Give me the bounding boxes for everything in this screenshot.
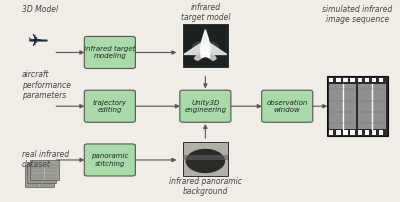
Bar (329, 130, 334, 135)
Bar (343, 78, 348, 82)
FancyBboxPatch shape (84, 36, 135, 68)
Bar (350, 78, 355, 82)
Text: infrared
target model: infrared target model (181, 3, 230, 22)
Bar (358, 78, 362, 82)
Bar (30, 160, 59, 180)
Text: 3D Model: 3D Model (22, 5, 58, 14)
Bar (329, 84, 356, 129)
Bar (372, 130, 376, 135)
Bar (343, 130, 348, 135)
Polygon shape (201, 29, 210, 57)
Text: Unity3D
engineering: Unity3D engineering (184, 100, 226, 113)
Text: trajectory
editing: trajectory editing (93, 100, 127, 113)
Text: simulated infrared
image sequence: simulated infrared image sequence (322, 5, 392, 24)
Bar (350, 130, 355, 135)
FancyBboxPatch shape (180, 90, 231, 122)
Bar (183, 142, 228, 176)
Bar (25, 167, 54, 187)
Polygon shape (184, 41, 227, 55)
Bar (183, 155, 228, 160)
Bar (365, 130, 369, 135)
Text: observation
window: observation window (266, 100, 308, 113)
Bar (327, 76, 388, 136)
Text: infrared panoramic
background: infrared panoramic background (169, 177, 242, 196)
Polygon shape (208, 53, 216, 60)
Text: panoramic
stitching: panoramic stitching (91, 153, 128, 166)
Text: infrared target
modeling: infrared target modeling (84, 46, 136, 59)
FancyBboxPatch shape (262, 90, 313, 122)
Bar (183, 24, 228, 67)
Bar (379, 78, 383, 82)
Bar (372, 78, 376, 82)
Ellipse shape (192, 41, 219, 55)
Text: real infrared
dataset: real infrared dataset (22, 150, 69, 169)
FancyBboxPatch shape (84, 144, 135, 176)
Bar (27, 163, 56, 183)
Bar (358, 130, 362, 135)
Bar (379, 130, 383, 135)
Bar (358, 84, 386, 129)
Bar (329, 78, 334, 82)
Polygon shape (194, 53, 202, 60)
Bar (336, 130, 340, 135)
Text: ✈: ✈ (27, 32, 41, 49)
Bar (365, 78, 369, 82)
Text: aircraft
performance
parameters: aircraft performance parameters (22, 70, 71, 100)
FancyBboxPatch shape (84, 90, 135, 122)
Ellipse shape (186, 149, 225, 173)
Bar (336, 78, 340, 82)
